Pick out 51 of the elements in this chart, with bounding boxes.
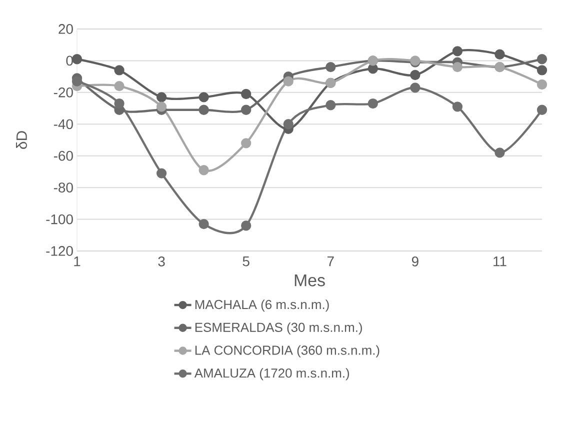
x-tick-label: 7 (327, 256, 334, 266)
point (283, 76, 294, 86)
point (198, 104, 209, 115)
point (241, 220, 252, 231)
x-tick-label: 9 (412, 256, 418, 266)
y-tick-label: 20 (58, 24, 73, 34)
point (114, 98, 124, 109)
x-tick-label: 5 (242, 256, 250, 266)
point (156, 102, 167, 112)
y-tick-label: -40 (54, 119, 73, 130)
point (198, 218, 209, 230)
point (368, 64, 378, 74)
y-tick-label: -80 (54, 182, 73, 193)
point (410, 82, 420, 93)
legend-label: AMALUZA (1720 m.s.n.m.) (194, 368, 350, 380)
y-tick-label: -120 (46, 246, 73, 256)
point (241, 104, 252, 115)
point (536, 104, 548, 115)
x-axis-title: Mes (294, 274, 325, 286)
point (198, 165, 209, 176)
x-tick-label: 1 (74, 256, 80, 266)
point (241, 138, 252, 148)
point (452, 62, 463, 72)
point (241, 88, 252, 100)
y-tick-label: -100 (46, 214, 73, 224)
point (283, 119, 294, 130)
point (114, 65, 124, 76)
y-tick-label: -60 (54, 150, 73, 161)
point (156, 92, 167, 102)
legend-label: MACHALA (6 m.s.n.m.) (195, 300, 329, 312)
point (452, 46, 463, 56)
point (326, 62, 336, 72)
point (114, 81, 124, 92)
point (156, 168, 167, 178)
point (72, 76, 82, 86)
point (452, 102, 463, 112)
point (326, 100, 336, 110)
x-tick-label: 11 (494, 256, 506, 266)
legend-label: ESMERALDAS (30 m.s.n.m.) (195, 322, 362, 335)
point (410, 70, 420, 80)
point (536, 79, 548, 90)
x-tick-label: 3 (158, 256, 165, 266)
y-tick-label: -20 (54, 87, 73, 98)
legend-label: LA CONCORDIA (360 m.s.n.m.) (195, 345, 380, 358)
point (536, 54, 548, 64)
point (368, 98, 378, 109)
point (494, 148, 505, 158)
point (536, 65, 548, 76)
y-axis-title: δD (16, 131, 27, 149)
point (198, 92, 209, 102)
point (494, 49, 505, 60)
